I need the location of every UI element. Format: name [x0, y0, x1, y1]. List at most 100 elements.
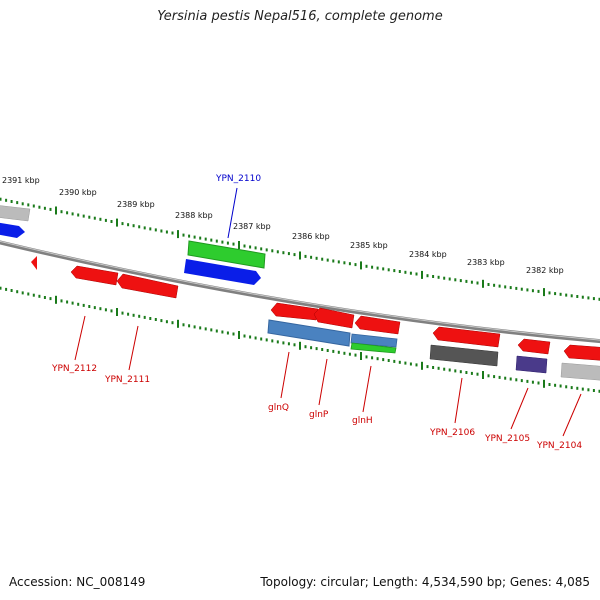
- minor-tick: [310, 346, 313, 350]
- minor-tick: [0, 197, 2, 201]
- minor-tick: [343, 261, 346, 265]
- kbp-label: 2383 kbp: [467, 258, 505, 267]
- feature-ypn-2104-gray[interactable]: [560, 362, 600, 381]
- feature-glnq-blue[interactable]: [267, 319, 351, 347]
- minor-tick: [409, 271, 412, 275]
- genome-summary: Topology: circular; Length: 4,534,590 bp…: [260, 575, 590, 589]
- minor-tick: [509, 286, 512, 290]
- minor-tick: [193, 325, 196, 329]
- minor-tick: [271, 339, 274, 343]
- minor-tick: [60, 299, 63, 303]
- feature-glnh-green[interactable]: [350, 342, 397, 354]
- minor-tick: [143, 226, 146, 230]
- kbp-label: 2386 kbp: [292, 232, 330, 241]
- feature-ypn-2106-gray[interactable]: [429, 344, 499, 367]
- minor-tick: [243, 244, 246, 248]
- minor-tick: [432, 366, 435, 369]
- minor-tick: [365, 264, 368, 268]
- gene-label-forward[interactable]: YPN_2110: [215, 174, 261, 184]
- minor-tick: [382, 267, 385, 271]
- outer-tick-track: [0, 197, 600, 301]
- feature-gray-forward[interactable]: [0, 205, 31, 222]
- gene-label[interactable]: YPN_2112: [51, 364, 97, 374]
- minor-tick: [504, 285, 507, 289]
- kbp-label: 2388 kbp: [175, 211, 213, 220]
- gene-label[interactable]: YPN_2105: [484, 434, 530, 444]
- minor-tick: [221, 330, 224, 334]
- minor-tick: [193, 235, 196, 239]
- kbp-labels: 2391 kbp 2390 kbp 2389 kbp 2388 kbp 2387…: [2, 176, 564, 275]
- gene-label[interactable]: glnH: [352, 416, 373, 426]
- minor-tick: [310, 255, 313, 259]
- reverse-features: [31, 256, 600, 381]
- minor-tick: [493, 375, 496, 379]
- feature-glnh-blue[interactable]: [350, 333, 398, 348]
- minor-tick: [437, 275, 440, 279]
- feature-ypn-2112[interactable]: [70, 265, 119, 286]
- minor-tick: [5, 287, 8, 291]
- minor-tick: [99, 307, 102, 311]
- minor-tick: [515, 378, 518, 382]
- minor-tick: [487, 374, 490, 378]
- minor-tick: [71, 301, 74, 305]
- minor-tick: [459, 370, 462, 374]
- minor-tick: [404, 361, 407, 365]
- feature-ypn-2105-purple[interactable]: [515, 355, 548, 374]
- minor-tick: [127, 312, 130, 316]
- minor-tick: [526, 379, 529, 383]
- feature-blue-forward[interactable]: [184, 259, 261, 285]
- feature-green-forward[interactable]: [187, 240, 266, 269]
- minor-tick: [437, 366, 440, 370]
- minor-tick: [249, 245, 252, 249]
- gene-label[interactable]: glnP: [309, 410, 329, 420]
- gene-label[interactable]: YPN_2104: [536, 441, 582, 451]
- feature-blue-forward-left[interactable]: [0, 222, 25, 238]
- minor-tick: [537, 381, 540, 385]
- minor-tick: [16, 201, 19, 205]
- feature-ypn-2106-red[interactable]: [432, 326, 501, 348]
- feature-glnh-red[interactable]: [354, 315, 401, 335]
- minor-tick: [415, 363, 418, 367]
- minor-tick: [376, 357, 379, 361]
- minor-tick: [66, 211, 69, 215]
- minor-tick: [487, 283, 490, 286]
- minor-tick: [60, 210, 63, 214]
- minor-tick: [265, 248, 268, 252]
- minor-tick: [93, 306, 96, 310]
- feature-ypn-2104-red[interactable]: [563, 344, 600, 361]
- feature-ypn-2111[interactable]: [116, 273, 179, 299]
- gene-label[interactable]: glnQ: [268, 403, 289, 413]
- genome-backbone: [0, 240, 600, 344]
- minor-tick: [215, 239, 218, 243]
- minor-tick: [121, 311, 124, 315]
- gene-label[interactable]: YPN_2111: [104, 375, 150, 385]
- minor-tick: [204, 237, 207, 241]
- minor-tick: [548, 291, 551, 295]
- major-tick: [543, 379, 545, 388]
- minor-tick: [531, 380, 534, 384]
- minor-tick: [570, 294, 573, 298]
- minor-tick: [254, 336, 257, 340]
- minor-tick: [387, 359, 390, 362]
- minor-tick: [581, 295, 584, 299]
- minor-tick: [249, 335, 252, 339]
- minor-tick: [465, 279, 468, 283]
- minor-tick: [337, 260, 340, 264]
- minor-tick: [204, 327, 207, 331]
- minor-tick: [282, 341, 285, 345]
- minor-tick: [470, 371, 473, 375]
- minor-tick: [393, 359, 396, 363]
- feature-glnp-red[interactable]: [313, 307, 355, 329]
- minor-tick: [38, 294, 41, 298]
- gene-label[interactable]: YPN_2106: [429, 428, 475, 438]
- minor-tick: [16, 290, 19, 294]
- gene-labels: YPN_2110 YPN_2112 YPN_2111 glnQ glnP gln…: [51, 174, 582, 451]
- feature-red-small-marker[interactable]: [31, 256, 37, 270]
- minor-tick: [315, 256, 318, 260]
- minor-tick: [121, 222, 124, 226]
- minor-tick: [315, 347, 318, 351]
- minor-tick: [570, 386, 573, 390]
- minor-tick: [565, 293, 568, 297]
- minor-tick: [376, 266, 379, 270]
- feature-ypn-2105-red[interactable]: [517, 338, 551, 355]
